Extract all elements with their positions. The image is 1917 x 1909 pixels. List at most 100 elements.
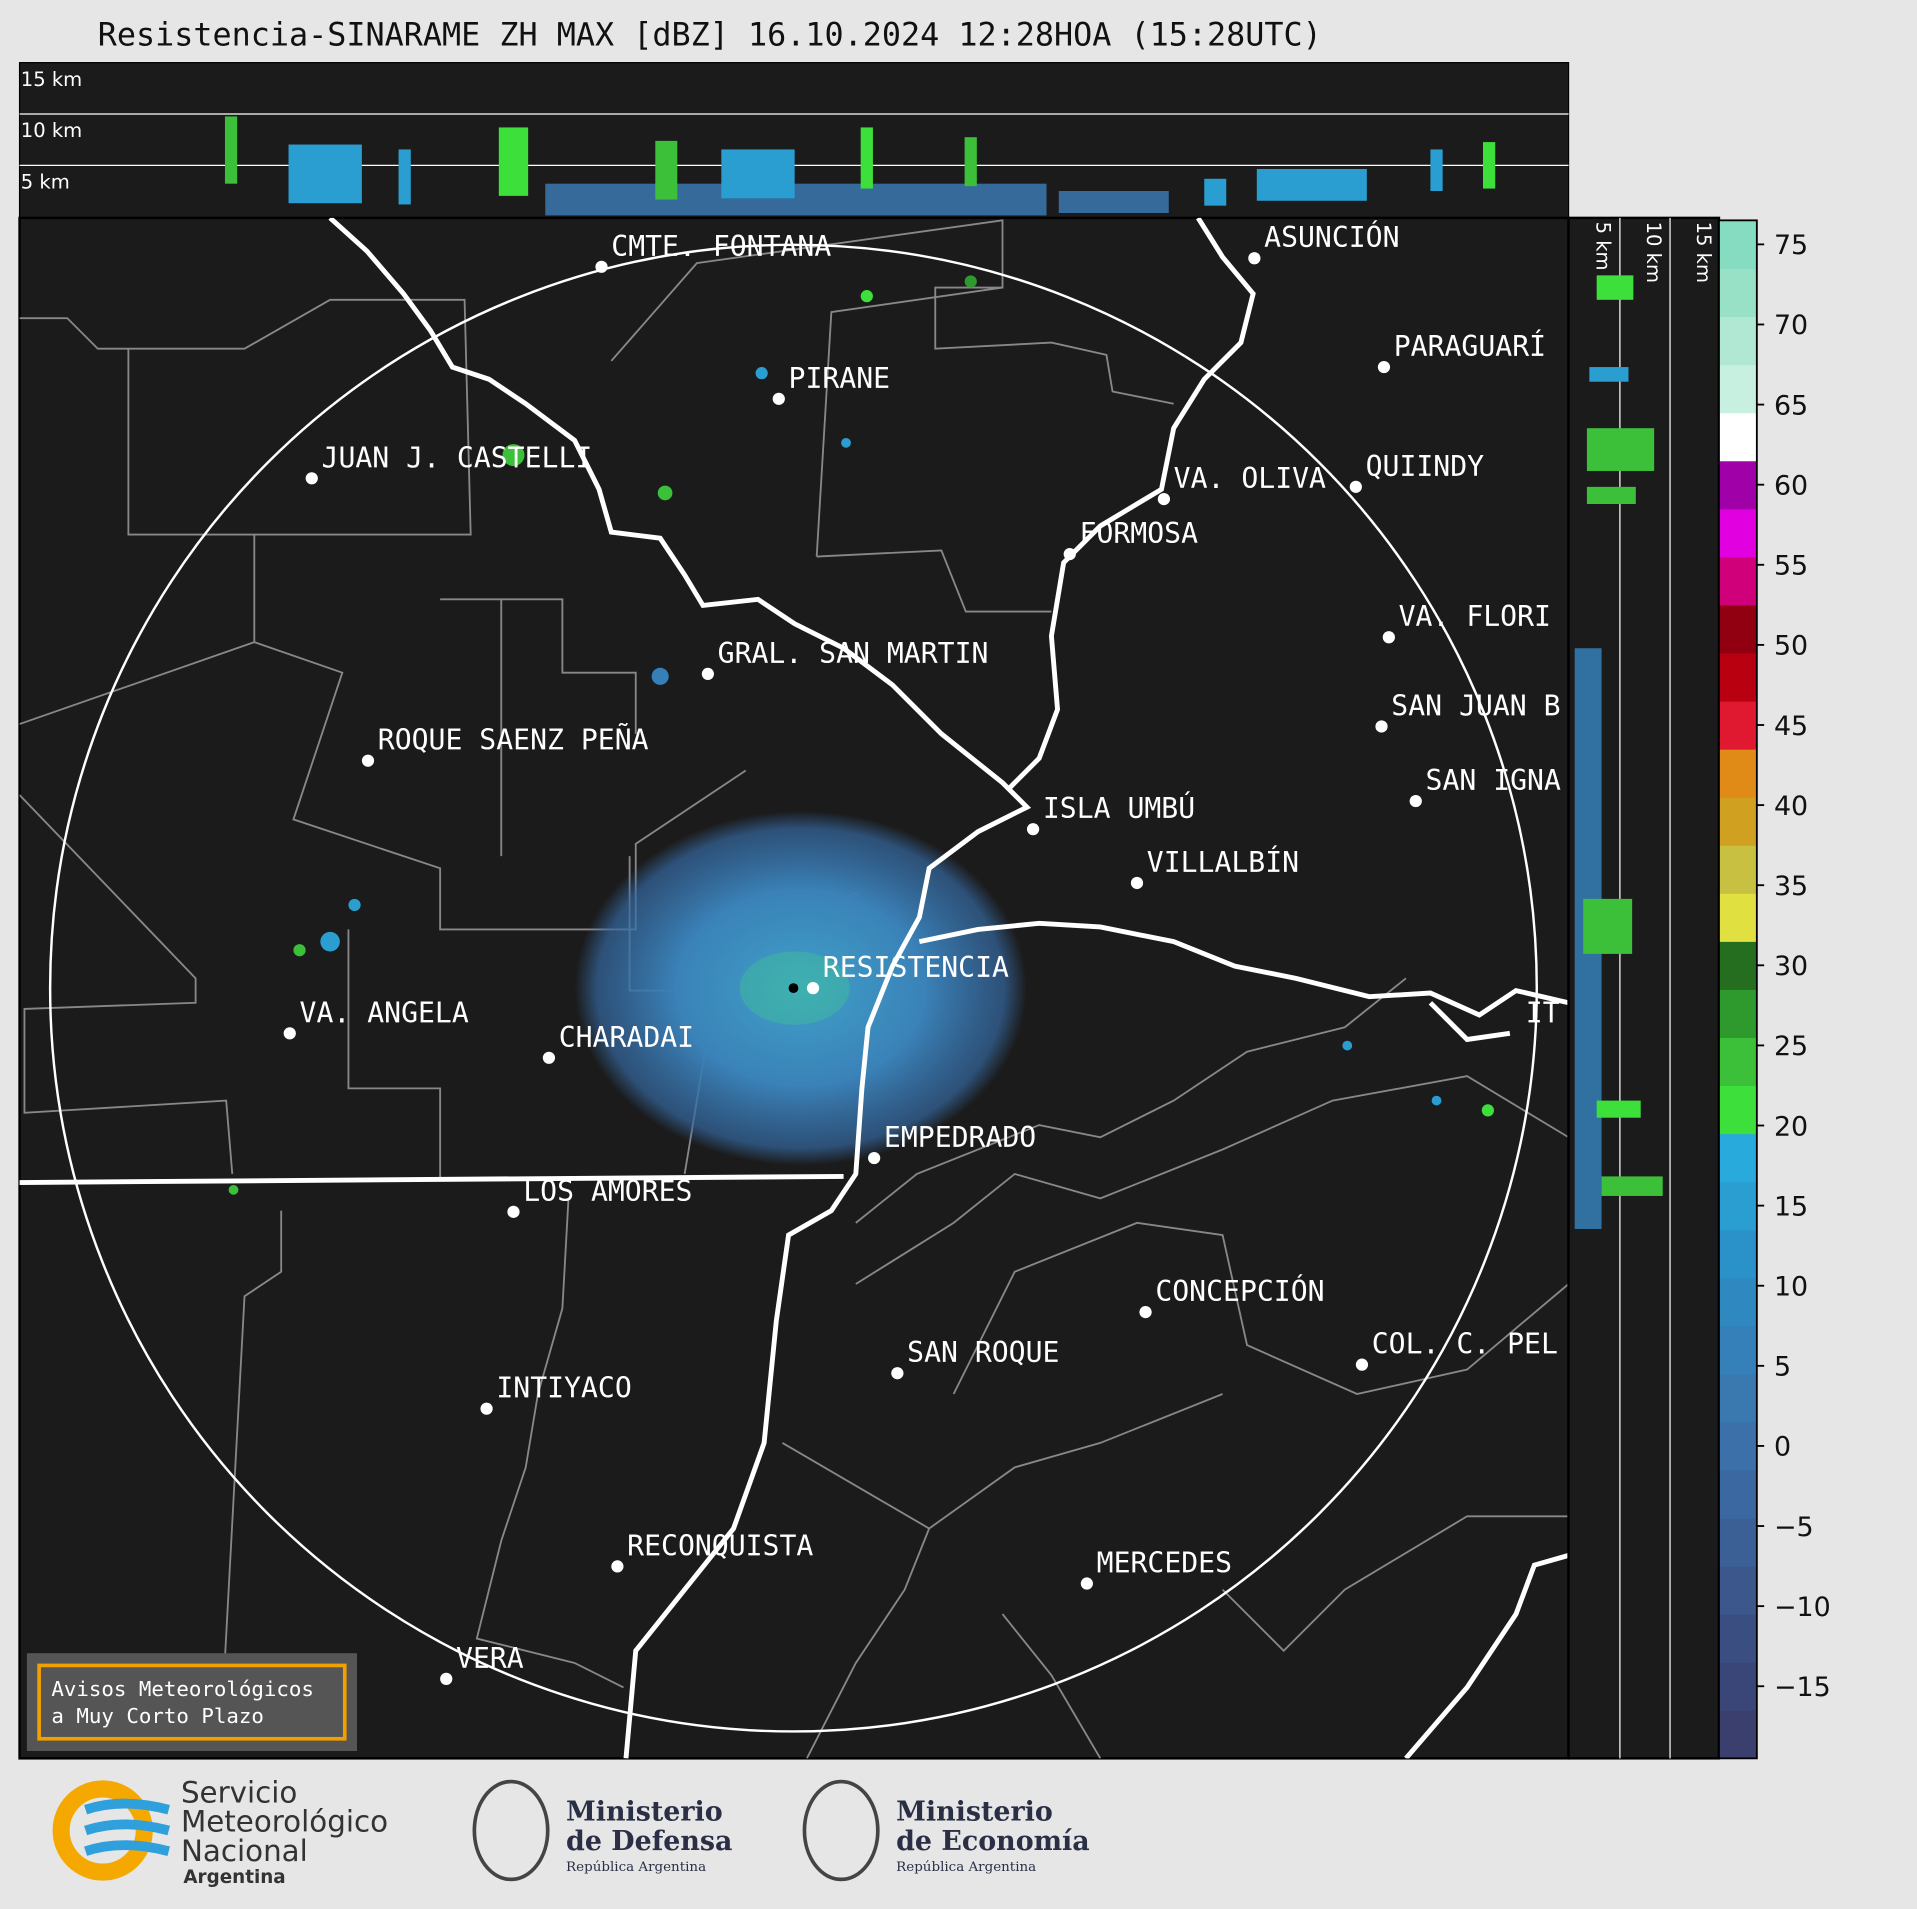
- colorbar-band: [1718, 1662, 1757, 1711]
- colorbar-band: [1718, 1614, 1757, 1663]
- colorbar-tick-label: 50: [1774, 631, 1808, 662]
- cell: [228, 1184, 239, 1195]
- cell: [755, 367, 768, 380]
- cell: [1342, 1040, 1353, 1051]
- city-label: IT: [1526, 996, 1560, 1029]
- colorbar-tick-label: 20: [1774, 1111, 1808, 1142]
- city-label: SAN JUAN B: [1391, 689, 1560, 722]
- colorbar-tick-label: 65: [1774, 390, 1808, 421]
- city-label: SAN ROQUE: [907, 1336, 1059, 1369]
- boundary: [855, 977, 1569, 1285]
- cell: [860, 290, 873, 303]
- notice[interactable]: Avisos Meteorológicos a Muy Corto Plazo: [26, 1653, 357, 1752]
- echo: [398, 149, 411, 205]
- colorbar-tick-label: 10: [1774, 1272, 1808, 1303]
- colorbar-band: [1718, 797, 1757, 846]
- city-label: EMPEDRADO: [884, 1121, 1036, 1154]
- colorbar-tick-label: −5: [1774, 1512, 1814, 1543]
- colorbar-tick-label: 45: [1774, 711, 1808, 742]
- boundary: [19, 534, 747, 931]
- city-label: PIRANE: [789, 362, 891, 395]
- colorbar-tick-label: 30: [1774, 951, 1808, 982]
- altitude-label: 10 km: [1642, 222, 1665, 283]
- cell: [657, 485, 673, 501]
- cell: [320, 931, 340, 952]
- echo: [1589, 367, 1629, 382]
- city-dot: [611, 1560, 624, 1573]
- colorbar-band: [1718, 556, 1757, 606]
- colorbar-band: [1718, 268, 1757, 318]
- colorbar-band: [1718, 1469, 1757, 1519]
- logo-economia: Ministerio de Economía República Argenti…: [802, 1779, 1090, 1882]
- cell: [1481, 1104, 1494, 1117]
- colorbar-tick-label: 60: [1774, 470, 1808, 501]
- colorbar-band: [1718, 1566, 1757, 1615]
- colorbar-tick-label: 55: [1774, 551, 1808, 582]
- boundaries: [19, 219, 1569, 1759]
- logo-text: de Defensa: [566, 1826, 732, 1857]
- colorbar-band: [1718, 1277, 1757, 1327]
- logo-smn: Servicio Meteorológico Nacional Argentin…: [52, 1775, 388, 1888]
- city-dot: [542, 1051, 556, 1064]
- colorbar-band: [1718, 1421, 1757, 1471]
- colorbar-tick-label: 40: [1774, 791, 1808, 822]
- cell: [348, 898, 361, 912]
- echo: [1482, 142, 1496, 189]
- logo-text: Argentina: [183, 1867, 285, 1888]
- city-label: JUAN J. CASTELLI: [322, 441, 593, 474]
- city-label: QUIINDY: [1366, 450, 1485, 483]
- range-ring: [48, 243, 1539, 1733]
- city-dot: [305, 472, 318, 485]
- notice-text: a Muy Corto Plazo: [51, 1704, 264, 1728]
- logo-emblem: [802, 1779, 880, 1882]
- boundary: [440, 598, 637, 857]
- colorbar-band: [1718, 749, 1757, 798]
- logo-emblem: [472, 1779, 550, 1882]
- colorbar-tick-label: 35: [1774, 871, 1808, 902]
- cell: [841, 437, 851, 448]
- city-label: VA. ANGELA: [300, 996, 469, 1029]
- river: [1404, 1553, 1569, 1759]
- colorbar-band: [1718, 1037, 1757, 1087]
- echo: [1058, 191, 1169, 214]
- title: Resistencia-SINARAME ZH MAX [dBZ] 16.10.…: [98, 18, 1322, 54]
- city-label: CMTE. FONTANA: [611, 230, 831, 263]
- notice-border: [37, 1663, 347, 1741]
- cell: [651, 667, 669, 685]
- colorbar-band: [1718, 1518, 1757, 1567]
- echo: [1601, 1176, 1663, 1196]
- city-dot: [480, 1402, 493, 1415]
- city-dot: [1349, 480, 1362, 493]
- boundary: [815, 286, 1052, 613]
- logo-text: Ministerio: [896, 1797, 1053, 1828]
- boundary: [610, 219, 1174, 405]
- city-label: GRAL. SAN MARTIN: [718, 637, 989, 670]
- colorbar-band: [1718, 941, 1757, 990]
- colorbar-tick-label: −15: [1774, 1672, 1831, 1703]
- cell: [1431, 1095, 1442, 1106]
- top-profile: 15 km 10 km 5 km: [18, 62, 1570, 219]
- city-label: VERA: [456, 1642, 524, 1675]
- boundary: [19, 298, 472, 536]
- city-label: MERCEDES: [1097, 1547, 1232, 1580]
- altitude-label: 15 km: [1692, 222, 1715, 283]
- river: [328, 217, 1032, 1759]
- city-dot: [283, 1027, 296, 1040]
- rivers: [19, 217, 1569, 1759]
- city-dot: [701, 667, 714, 681]
- echo: [288, 144, 362, 204]
- city-label: ROQUE SAENZ PEÑA: [378, 723, 649, 757]
- logo-text: de Economía: [896, 1826, 1090, 1857]
- city-dot: [1157, 492, 1171, 506]
- colorbar-band: [1718, 316, 1757, 366]
- city-label: VA. OLIVA: [1174, 462, 1326, 495]
- notice-box[interactable]: [26, 1653, 357, 1752]
- colorbar-tick-label: 70: [1774, 310, 1808, 341]
- colorbar-band: [1718, 652, 1757, 702]
- city-dot: [1382, 631, 1395, 644]
- city-dot: [595, 260, 608, 273]
- city-label: CONCEPCIÓN: [1155, 1274, 1324, 1308]
- echo: [1586, 486, 1636, 504]
